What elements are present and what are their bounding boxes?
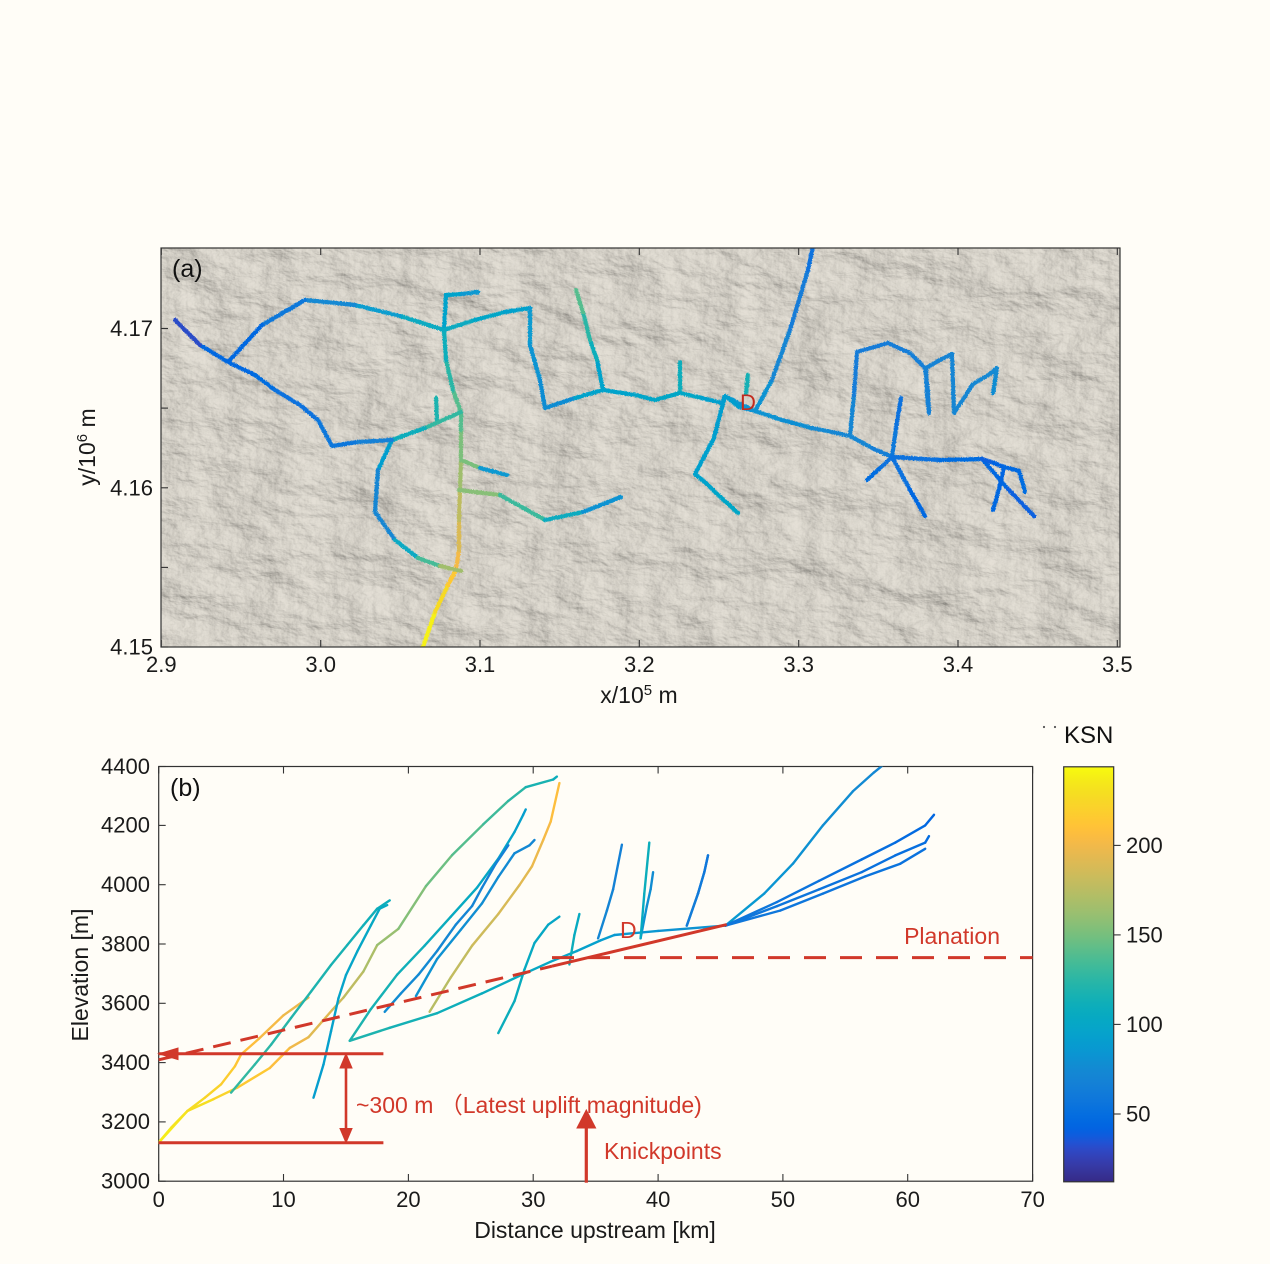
svg-text:D: D bbox=[740, 390, 756, 415]
svg-text:3.3: 3.3 bbox=[783, 652, 814, 677]
svg-text:4400: 4400 bbox=[101, 754, 150, 779]
svg-text:3.1: 3.1 bbox=[465, 652, 496, 677]
svg-text:20: 20 bbox=[396, 1187, 420, 1212]
svg-text:4000: 4000 bbox=[101, 872, 150, 897]
svg-text:Planation: Planation bbox=[904, 923, 1000, 949]
svg-text:KSN: KSN bbox=[1064, 722, 1113, 749]
svg-text:Distance upstream [km]: Distance upstream [km] bbox=[474, 1217, 716, 1243]
svg-text:30: 30 bbox=[521, 1187, 545, 1212]
svg-text:(b): (b) bbox=[170, 774, 201, 802]
svg-text:4.15: 4.15 bbox=[110, 635, 153, 660]
svg-text:3.2: 3.2 bbox=[624, 652, 655, 677]
svg-text:D: D bbox=[620, 917, 637, 943]
svg-text:150: 150 bbox=[1126, 922, 1163, 947]
svg-text:60: 60 bbox=[895, 1187, 919, 1212]
svg-text:3400: 3400 bbox=[101, 1050, 150, 1075]
svg-text:50: 50 bbox=[1126, 1102, 1150, 1127]
svg-text:4.16: 4.16 bbox=[110, 475, 153, 500]
svg-text:50: 50 bbox=[771, 1187, 795, 1212]
svg-text:10: 10 bbox=[271, 1187, 295, 1212]
svg-text:~300 m （Latest uplift magnitud: ~300 m （Latest uplift magnitude) bbox=[356, 1092, 702, 1118]
svg-text:200: 200 bbox=[1126, 833, 1163, 858]
svg-text:40: 40 bbox=[646, 1187, 670, 1212]
svg-text:3.4: 3.4 bbox=[943, 652, 974, 677]
svg-text:Elevation [m]: Elevation [m] bbox=[67, 909, 93, 1042]
svg-text:3600: 3600 bbox=[101, 991, 150, 1016]
svg-text:3.5: 3.5 bbox=[1102, 652, 1133, 677]
svg-text:3.0: 3.0 bbox=[305, 652, 336, 677]
svg-text:(a): (a) bbox=[172, 255, 203, 283]
svg-text:4.17: 4.17 bbox=[110, 316, 153, 341]
svg-text:0: 0 bbox=[153, 1187, 165, 1212]
svg-text:y/106 m: y/106 m bbox=[74, 408, 101, 485]
svg-text:70: 70 bbox=[1020, 1187, 1044, 1212]
svg-text:x/105 m: x/105 m bbox=[600, 682, 677, 709]
svg-text:3200: 3200 bbox=[101, 1109, 150, 1134]
svg-text:3000: 3000 bbox=[101, 1169, 150, 1194]
svg-text:4200: 4200 bbox=[101, 813, 150, 838]
svg-text:3800: 3800 bbox=[101, 931, 150, 956]
svg-text:100: 100 bbox=[1126, 1012, 1163, 1037]
svg-text:Knickpoints: Knickpoints bbox=[604, 1138, 722, 1164]
